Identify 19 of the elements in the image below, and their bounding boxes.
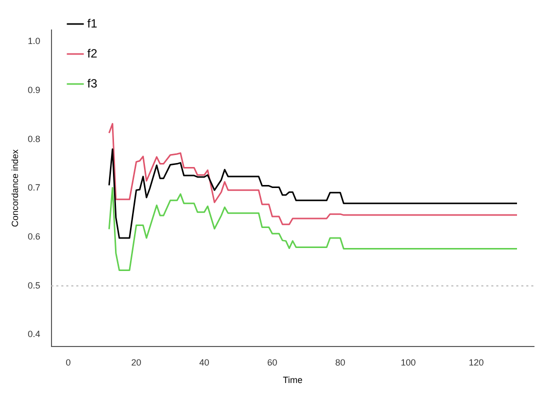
y-tick-label: 0.5 [28, 280, 40, 290]
x-tick-label: 40 [199, 357, 210, 368]
legend-label: f2 [87, 46, 98, 60]
x-tick-label: 0 [66, 357, 71, 368]
y-tick-label: 0.7 [28, 182, 40, 193]
x-axis-title: Time [282, 375, 302, 386]
y-tick-label: 1.0 [28, 36, 40, 46]
x-tick-label: 100 [400, 357, 416, 368]
y-tick-label: 0.8 [28, 134, 40, 144]
legend-label: f3 [87, 76, 98, 90]
y-tick-label: 0.4 [28, 329, 40, 340]
y-tick-label: 0.6 [28, 232, 40, 242]
y-tick-label: 0.9 [28, 85, 40, 96]
x-tick-label: 20 [131, 357, 142, 368]
x-tick-label: 80 [335, 357, 346, 368]
x-tick-label: 60 [267, 357, 278, 368]
x-tick-label: 120 [468, 357, 484, 368]
y-axis-title: Concordance index [10, 148, 20, 227]
legend-label: f1 [87, 16, 98, 30]
